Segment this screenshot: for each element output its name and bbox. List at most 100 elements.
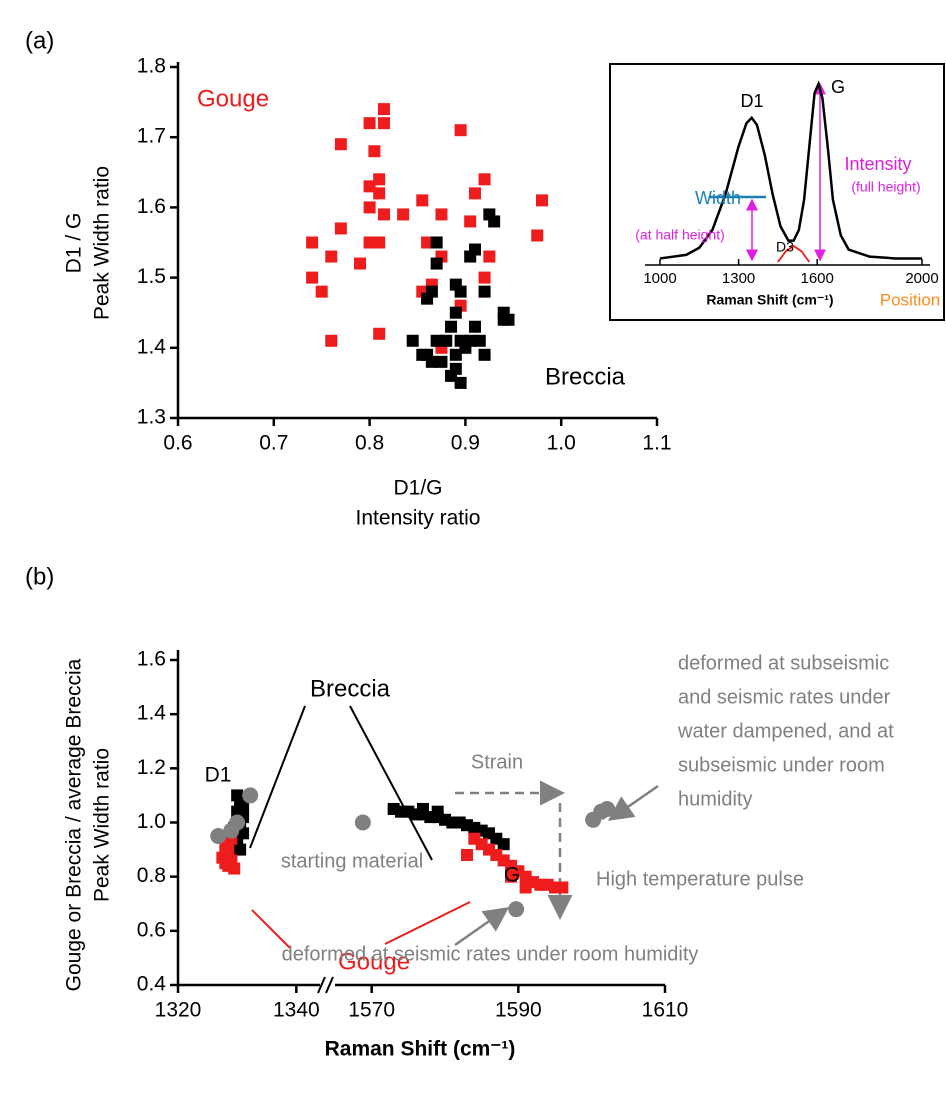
inset-frame bbox=[609, 63, 945, 321]
marker bbox=[464, 215, 477, 228]
annotation: and seismic rates under bbox=[678, 686, 891, 708]
marker bbox=[464, 250, 477, 263]
marker bbox=[377, 103, 390, 116]
x-axis-label: Raman Shift (cm⁻¹) bbox=[706, 292, 833, 308]
y-tick-label: 1.8 bbox=[137, 55, 166, 78]
y-tick-label: 1.5 bbox=[137, 265, 166, 288]
x-axis-label: Intensity ratio bbox=[356, 507, 481, 530]
marker bbox=[519, 881, 532, 894]
annotation: (at half height) bbox=[635, 227, 725, 243]
marker bbox=[354, 257, 367, 270]
x-tick-label: 0.6 bbox=[163, 432, 192, 455]
marker bbox=[445, 320, 458, 333]
spectrum-line bbox=[777, 244, 811, 263]
marker bbox=[430, 236, 443, 249]
marker bbox=[435, 250, 448, 263]
annotation: Position bbox=[880, 290, 940, 309]
x-tick-label: 1340 bbox=[273, 999, 320, 1022]
marker bbox=[478, 285, 491, 298]
y-tick-label: 1.2 bbox=[137, 756, 166, 779]
x-tick-label: 1590 bbox=[495, 999, 542, 1022]
marker bbox=[599, 800, 616, 817]
marker bbox=[431, 805, 444, 818]
marker bbox=[454, 376, 467, 389]
marker bbox=[536, 194, 549, 207]
marker bbox=[306, 236, 319, 249]
marker bbox=[377, 208, 390, 221]
marker bbox=[440, 334, 453, 347]
marker bbox=[373, 327, 386, 340]
marker bbox=[363, 117, 376, 130]
x-tick-label: 1610 bbox=[642, 999, 689, 1022]
marker bbox=[368, 145, 381, 158]
x-tick-label: 0.8 bbox=[355, 432, 384, 455]
x-tick-label: 1300 bbox=[722, 270, 755, 287]
panel-label: (a) bbox=[25, 27, 54, 54]
marker bbox=[478, 348, 491, 361]
y-axis-label: Peak Width ratio bbox=[91, 166, 114, 320]
series-label: Gouge bbox=[197, 85, 269, 112]
marker bbox=[417, 802, 429, 815]
marker bbox=[373, 236, 386, 249]
x-tick-label: 1320 bbox=[155, 999, 202, 1022]
marker bbox=[445, 369, 458, 382]
marker bbox=[216, 851, 229, 864]
marker bbox=[497, 313, 510, 326]
marker bbox=[430, 334, 443, 347]
pointer bbox=[384, 901, 471, 945]
annotation: starting material bbox=[281, 850, 423, 872]
marker bbox=[497, 838, 510, 851]
marker bbox=[242, 787, 259, 804]
marker bbox=[531, 229, 544, 242]
annotation: Width bbox=[695, 188, 741, 208]
marker bbox=[483, 250, 496, 263]
marker bbox=[435, 208, 448, 221]
y-tick-label: 0.4 bbox=[137, 973, 167, 996]
marker bbox=[468, 187, 481, 200]
x-tick-label: 0.9 bbox=[451, 432, 480, 455]
marker bbox=[334, 222, 347, 235]
axis-break bbox=[325, 976, 334, 994]
annotation: humidity bbox=[678, 788, 752, 810]
marker bbox=[473, 334, 486, 347]
marker bbox=[461, 849, 473, 861]
axis-break bbox=[317, 976, 326, 994]
pointer bbox=[349, 705, 433, 861]
pointer-arrow bbox=[607, 784, 659, 821]
y-axis-label: D1 / G bbox=[63, 213, 86, 274]
x-tick-label: 1570 bbox=[348, 999, 395, 1022]
x-tick-label: 2000 bbox=[905, 270, 938, 287]
panel-label: (b) bbox=[25, 563, 54, 590]
spectrum-line bbox=[659, 80, 922, 260]
marker bbox=[478, 173, 491, 186]
marker bbox=[449, 306, 462, 319]
x-tick-label: 1.1 bbox=[642, 432, 671, 455]
y-tick-label: 0.6 bbox=[137, 918, 166, 941]
annotation: water dampened, and at bbox=[677, 720, 894, 742]
marker bbox=[449, 348, 462, 361]
marker bbox=[363, 180, 376, 193]
x-tick-label: 0.7 bbox=[259, 432, 288, 455]
annotation: G bbox=[504, 864, 520, 887]
marker bbox=[325, 250, 338, 263]
annotation: D3 bbox=[776, 239, 794, 255]
marker bbox=[229, 814, 246, 831]
annotation: D1 bbox=[205, 764, 232, 787]
marker bbox=[508, 901, 525, 918]
marker bbox=[421, 236, 434, 249]
marker bbox=[430, 257, 443, 270]
annotation: Intensity bbox=[844, 154, 911, 174]
marker bbox=[373, 187, 386, 200]
annotation: (full height) bbox=[851, 179, 920, 195]
series-label: Gouge bbox=[338, 948, 410, 975]
marker bbox=[231, 789, 244, 802]
y-axis-label: Gouge or Breccia / average Breccia bbox=[63, 658, 86, 991]
marker bbox=[505, 870, 517, 883]
y-axis-label: Peak Width ratio bbox=[91, 748, 114, 902]
marker bbox=[315, 285, 328, 298]
marker bbox=[435, 355, 448, 368]
pointer bbox=[249, 705, 306, 849]
x-axis-label: Raman Shift (cm⁻¹) bbox=[325, 1038, 516, 1061]
marker bbox=[210, 828, 227, 845]
